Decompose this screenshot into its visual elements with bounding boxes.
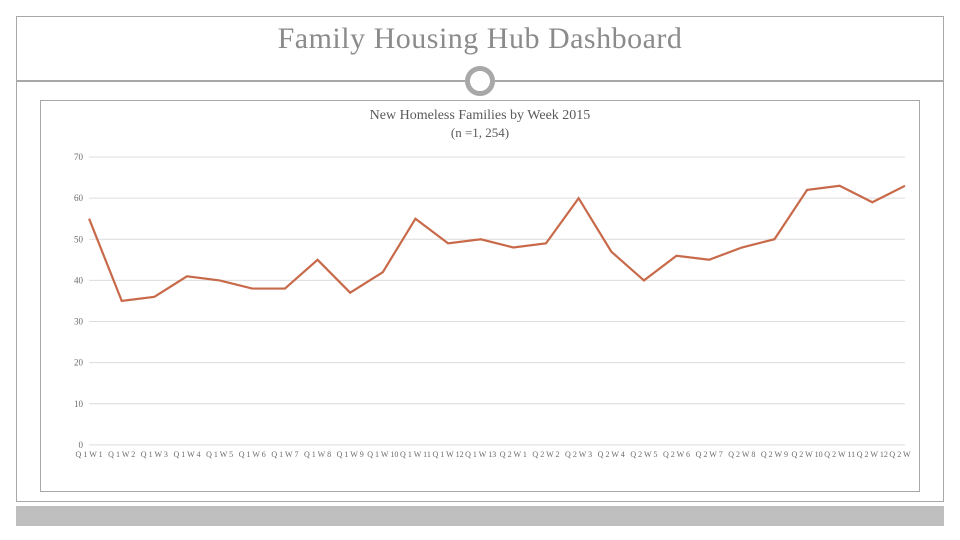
x-tick-label: Q 1 W 7 <box>271 450 298 459</box>
y-tick-label: 60 <box>74 193 84 203</box>
footer-bar <box>16 506 944 526</box>
x-tick-label: Q 2 W 8 <box>728 450 755 459</box>
x-tick-label: Q 2 W 13 <box>889 450 911 459</box>
y-tick-label: 50 <box>74 234 84 244</box>
x-tick-label: Q 1 W 1 <box>76 450 103 459</box>
x-tick-label: Q 2 W 1 <box>500 450 527 459</box>
slide: Family Housing Hub Dashboard New Homeles… <box>0 0 960 540</box>
x-tick-label: Q 1 W 3 <box>141 450 168 459</box>
x-tick-label: Q 2 W 5 <box>630 450 657 459</box>
y-tick-label: 10 <box>74 399 84 409</box>
x-tick-label: Q 1 W 4 <box>173 450 200 459</box>
x-tick-label: Q 1 W 13 <box>465 450 496 459</box>
x-tick-label: Q 1 W 6 <box>239 450 266 459</box>
x-tick-label: Q 1 W 11 <box>400 450 431 459</box>
x-tick-label: Q 2 W 12 <box>857 450 888 459</box>
x-tick-label: Q 1 W 2 <box>108 450 135 459</box>
x-tick-label: Q 2 W 10 <box>791 450 822 459</box>
chart-title-block: New Homeless Families by Week 2015 (n =1… <box>41 107 919 142</box>
x-tick-label: Q 2 W 6 <box>663 450 690 459</box>
y-tick-label: 0 <box>79 440 84 450</box>
x-tick-label: Q 1 W 10 <box>367 450 398 459</box>
page-title: Family Housing Hub Dashboard <box>0 22 960 56</box>
x-tick-label: Q 1 W 5 <box>206 450 233 459</box>
x-tick-label: Q 1 W 9 <box>337 450 364 459</box>
chart-svg: 0 10 20 30 40 50 60 70 Q 1 W 1 Q 1 W 2 Q 1 W 3 Q 1 … <box>67 153 911 465</box>
ring-icon <box>465 66 495 96</box>
x-tick-label: Q 2 W 3 <box>565 450 592 459</box>
x-tick-label: Q 2 W 11 <box>824 450 855 459</box>
chart-plot: 0 10 20 30 40 50 60 70 Q 1 W 1 Q 1 W 2 Q 1 W 3 Q 1 … <box>67 153 911 465</box>
chart-subtitle: (n =1, 254) <box>41 125 919 142</box>
y-tick-label: 40 <box>74 275 84 285</box>
x-tick-label: Q 1 W 8 <box>304 450 331 459</box>
chart-container: New Homeless Families by Week 2015 (n =1… <box>40 100 920 492</box>
chart-title: New Homeless Families by Week 2015 <box>41 107 919 125</box>
x-tick-label: Q 2 W 4 <box>598 450 625 459</box>
title-underline <box>16 66 944 96</box>
x-tick-label: Q 1 W 12 <box>433 450 464 459</box>
x-tick-label: Q 2 W 9 <box>761 450 788 459</box>
y-tick-label: 30 <box>74 317 84 327</box>
x-tick-label: Q 2 W 2 <box>532 450 559 459</box>
y-tick-label: 20 <box>74 358 84 368</box>
series-line <box>89 186 905 301</box>
y-tick-label: 70 <box>74 153 84 162</box>
x-tick-label: Q 2 W 7 <box>696 450 723 459</box>
